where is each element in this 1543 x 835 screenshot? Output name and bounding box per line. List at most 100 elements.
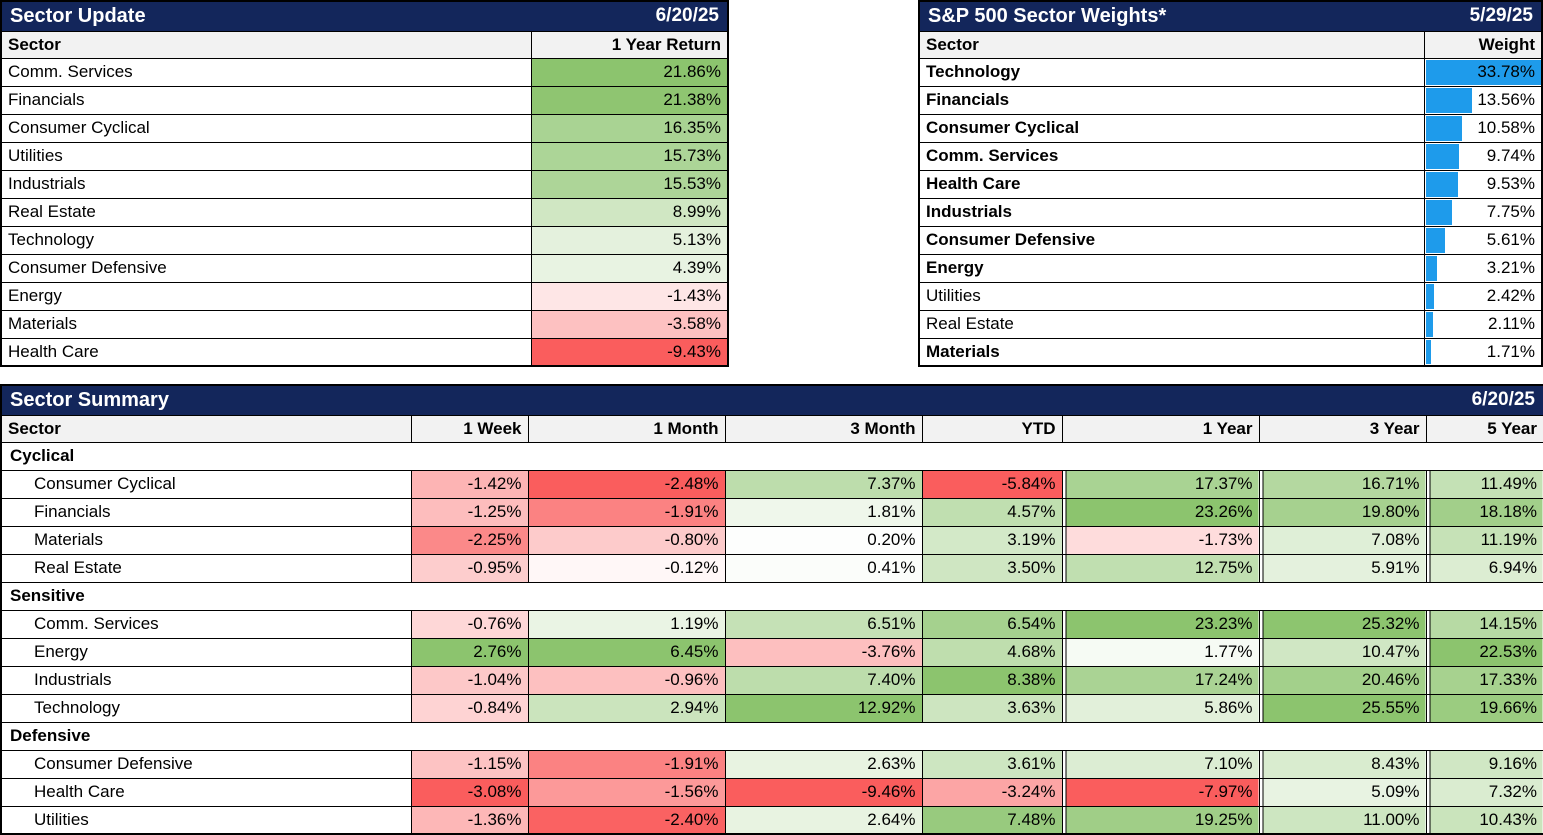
summary-value-cell: 19.80% xyxy=(1258,497,1427,527)
return-cell: 5.13% xyxy=(530,225,729,255)
weight-cell: 2.42% xyxy=(1423,281,1543,311)
summary-value-cell: -0.96% xyxy=(527,665,726,695)
sector-cell: Consumer Cyclical xyxy=(0,113,532,143)
summary-value-cell: 7.48% xyxy=(921,805,1063,835)
weight-value: 13.56% xyxy=(1477,90,1535,109)
weight-value: 33.78% xyxy=(1477,62,1535,81)
weight-value: 9.74% xyxy=(1486,146,1535,165)
weight-value: 5.61% xyxy=(1486,230,1535,249)
weight-column-header: Weight xyxy=(1423,30,1543,59)
weight-bar xyxy=(1425,143,1460,169)
sector-weights-title: S&P 500 Sector Weights* xyxy=(928,4,1167,27)
summary-value-cell: 1.77% xyxy=(1061,637,1260,667)
sector-weights-table: S&P 500 Sector Weights* 5/29/25 Sector W… xyxy=(918,0,1543,367)
table-row: Financials 13.56% xyxy=(918,85,1543,115)
weight-bar xyxy=(1425,283,1434,309)
table-row: Industrials 7.75% xyxy=(918,197,1543,227)
sector-weights-header-row: Sector Weight xyxy=(918,30,1543,59)
table-row: Real Estate 2.11% xyxy=(918,309,1543,339)
group-label: Sensitive xyxy=(0,581,1543,611)
table-row: Health Care -3.08% -1.56% -9.46% -3.24% -7.97… xyxy=(0,777,1543,807)
summary-value-cell: 17.37% xyxy=(1061,469,1260,499)
table-row: Consumer Cyclical -1.42% -2.48% 7.37% -5.84%… xyxy=(0,469,1543,499)
weight-value: 10.58% xyxy=(1477,118,1535,137)
sector-cell: Health Care xyxy=(0,777,412,807)
summary-value-cell: 3.19% xyxy=(921,525,1063,555)
summary-value-cell: 7.32% xyxy=(1425,777,1543,807)
table-row: Utilities 15.73% xyxy=(0,141,729,171)
group-row: Defensive xyxy=(0,721,1543,751)
weight-cell: 13.56% xyxy=(1423,85,1543,115)
return-cell: 15.53% xyxy=(530,169,729,199)
summary-value-cell: 7.37% xyxy=(724,469,923,499)
table-row: Industrials 15.53% xyxy=(0,169,729,199)
summary-value-cell: 5.91% xyxy=(1258,553,1427,583)
summary-value-cell: 25.55% xyxy=(1258,693,1427,723)
sector-update-titlebar: Sector Update 6/20/25 xyxy=(0,0,729,32)
table-row: Health Care -9.43% xyxy=(0,337,729,367)
summary-value-cell: -0.80% xyxy=(527,525,726,555)
weight-cell: 10.58% xyxy=(1423,113,1543,143)
weight-cell: 7.75% xyxy=(1423,197,1543,227)
table-row: Comm. Services -0.76% 1.19% 6.51% 6.54% 23.23… xyxy=(0,609,1543,639)
summary-value-cell: 1.81% xyxy=(724,497,923,527)
sector-cell: Materials xyxy=(918,337,1425,367)
summary-value-cell: -7.97% xyxy=(1061,777,1260,807)
table-row: Real Estate -0.95% -0.12% 0.41% 3.50% 12.75% 5… xyxy=(0,553,1543,583)
summary-value-cell: -3.08% xyxy=(410,777,529,807)
table-row: Financials 21.38% xyxy=(0,85,729,115)
summary-value-cell: -3.76% xyxy=(724,637,923,667)
sector-summary-table: Sector Summary 6/20/25 Sector 1 Week 1 M… xyxy=(0,384,1543,835)
sector-cell: Financials xyxy=(0,497,412,527)
summary-value-cell: 3.63% xyxy=(921,693,1063,723)
summary-value-cell: 6.54% xyxy=(921,609,1063,639)
summary-value-cell: 12.92% xyxy=(724,693,923,723)
summary-value-cell: 25.32% xyxy=(1258,609,1427,639)
summary-value-cell: 0.20% xyxy=(724,525,923,555)
table-row: Comm. Services 9.74% xyxy=(918,141,1543,171)
summary-value-cell: 5.86% xyxy=(1061,693,1260,723)
summary-value-cell: 12.75% xyxy=(1061,553,1260,583)
table-row: Utilities -1.36% -2.40% 2.64% 7.48% 19.25% 11.… xyxy=(0,805,1543,835)
sector-cell: Comm. Services xyxy=(0,609,412,639)
table-row: Energy 3.21% xyxy=(918,253,1543,283)
summary-value-cell: 7.10% xyxy=(1061,749,1260,779)
summary-value-cell: 5.09% xyxy=(1258,777,1427,807)
sector-weights-date: 5/29/25 xyxy=(1469,5,1533,27)
sector-cell: Technology xyxy=(0,225,532,255)
table-row: Materials -2.25% -0.80% 0.20% 3.19% -1.73% 7.0… xyxy=(0,525,1543,555)
weight-cell: 2.11% xyxy=(1423,309,1543,339)
sector-cell: Consumer Defensive xyxy=(918,225,1425,255)
summary-value-cell: -3.24% xyxy=(921,777,1063,807)
summary-value-cell: 10.47% xyxy=(1258,637,1427,667)
summary-value-cell: -0.95% xyxy=(410,553,529,583)
summary-value-cell: -0.76% xyxy=(410,609,529,639)
summary-value-cell: 7.08% xyxy=(1258,525,1427,555)
sector-cell: Consumer Cyclical xyxy=(918,113,1425,143)
sector-cell: Industrials xyxy=(0,665,412,695)
weight-cell: 1.71% xyxy=(1423,337,1543,367)
summary-value-cell: 17.24% xyxy=(1061,665,1260,695)
summary-value-cell: -1.56% xyxy=(527,777,726,807)
summary-value-cell: 20.46% xyxy=(1258,665,1427,695)
weight-cell: 3.21% xyxy=(1423,253,1543,283)
sector-cell: Utilities xyxy=(0,141,532,171)
table-row: Consumer Defensive 4.39% xyxy=(0,253,729,283)
summary-value-cell: 2.76% xyxy=(410,637,529,667)
sector-column-header: Sector xyxy=(0,30,532,59)
return-cell: -9.43% xyxy=(530,337,729,367)
weight-bar xyxy=(1425,199,1453,225)
weight-cell: 5.61% xyxy=(1423,225,1543,255)
summary-value-cell: 10.43% xyxy=(1425,805,1543,835)
sector-cell: Comm. Services xyxy=(918,141,1425,171)
summary-value-cell: -1.91% xyxy=(527,497,726,527)
summary-value-cell: 7.40% xyxy=(724,665,923,695)
table-row: Technology 5.13% xyxy=(0,225,729,255)
summary-value-cell: 11.49% xyxy=(1425,469,1543,499)
sector-update-header-row: Sector 1 Year Return xyxy=(0,30,729,59)
sector-cell: Consumer Defensive xyxy=(0,749,412,779)
return-cell: 15.73% xyxy=(530,141,729,171)
sector-column-header: Sector xyxy=(918,30,1425,59)
summary-value-cell: 18.18% xyxy=(1425,497,1543,527)
summary-value-cell: 6.51% xyxy=(724,609,923,639)
